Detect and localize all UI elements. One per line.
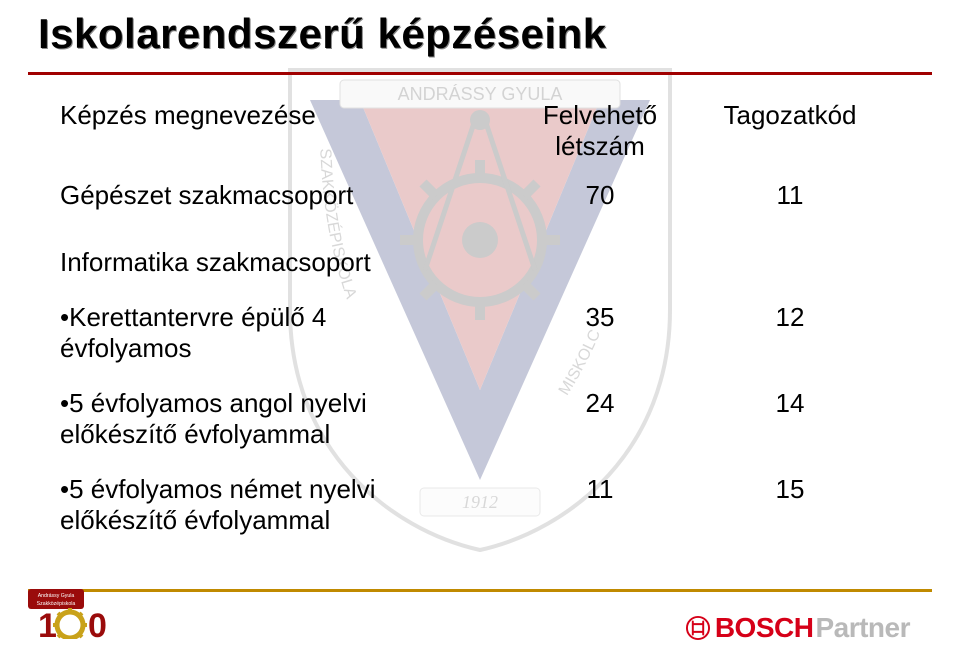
table-header-row: Képzés megnevezése Felvehető létszám Tag… <box>60 100 900 162</box>
content-table: Képzés megnevezése Felvehető létszám Tag… <box>60 90 900 536</box>
row1-name: •Kerettantervre épülő 4 évfolyamos <box>60 302 500 364</box>
table-section-row: Informatika szakmacsoport <box>60 247 900 278</box>
row2-name: •5 évfolyamos angol nyelvi előkészítő év… <box>60 388 500 450</box>
row0-capacity: 70 <box>500 180 700 211</box>
header-capacity-l2: létszám <box>500 131 700 162</box>
row2-capacity: 24 <box>500 388 700 419</box>
row3-l2: előkészítő évfolyammal <box>60 505 330 535</box>
row2-code: 14 <box>700 388 880 419</box>
row1-capacity: 35 <box>500 302 700 333</box>
row2-l2: előkészítő évfolyammal <box>60 419 330 449</box>
row3-code: 15 <box>700 474 880 505</box>
row3-name: •5 évfolyamos német nyelvi előkészítő év… <box>60 474 500 536</box>
table-row: Gépészet szakmacsoport 70 11 <box>60 180 900 211</box>
row3-l1: •5 évfolyamos német nyelvi <box>60 474 375 504</box>
bosch-text: BOSCH <box>715 612 814 644</box>
footer-right-logo: BOSCH Partner <box>685 612 910 644</box>
footer-left-badge: Andrássy Gyula Szakközépiskola 1 0 <box>28 589 114 644</box>
table-row: •5 évfolyamos német nyelvi előkészítő év… <box>60 474 900 536</box>
header-name: Képzés megnevezése <box>60 100 500 131</box>
header-code: Tagozatkód <box>700 100 880 131</box>
row1-l1: •Kerettantervre épülő 4 <box>60 302 326 332</box>
row2-l1: •5 évfolyamos angol nyelvi <box>60 388 367 418</box>
header-capacity-l1: Felvehető <box>500 100 700 131</box>
footer-rule <box>28 589 932 592</box>
page-title: Iskolarendszerű képzéseink <box>38 10 607 58</box>
title-rule <box>28 72 932 75</box>
header-capacity: Felvehető létszám <box>500 100 700 162</box>
partner-text: Partner <box>815 612 910 644</box>
badge-top-text: Andrássy Gyula <box>38 593 75 599</box>
section-name: Informatika szakmacsoport <box>60 247 500 278</box>
bosch-icon <box>685 615 711 641</box>
row3-capacity: 11 <box>500 474 700 505</box>
table-row: •5 évfolyamos angol nyelvi előkészítő év… <box>60 388 900 450</box>
table-row: •Kerettantervre épülő 4 évfolyamos 35 12 <box>60 302 900 364</box>
row1-l2: évfolyamos <box>60 333 192 363</box>
row1-code: 12 <box>700 302 880 333</box>
badge-digit-2: 0 <box>88 607 107 639</box>
row0-name: Gépészet szakmacsoport <box>60 180 500 211</box>
row0-code: 11 <box>700 180 880 211</box>
